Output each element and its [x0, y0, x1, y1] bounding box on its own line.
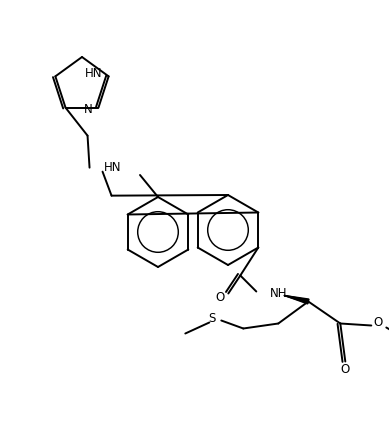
Text: HN: HN	[103, 161, 121, 174]
Text: O: O	[215, 291, 224, 304]
Text: O: O	[341, 363, 350, 376]
Text: O: O	[374, 316, 383, 329]
Text: S: S	[208, 312, 215, 325]
Text: NH: NH	[270, 287, 288, 300]
Polygon shape	[284, 295, 309, 304]
Text: HN: HN	[85, 67, 103, 80]
Text: N: N	[84, 103, 93, 116]
